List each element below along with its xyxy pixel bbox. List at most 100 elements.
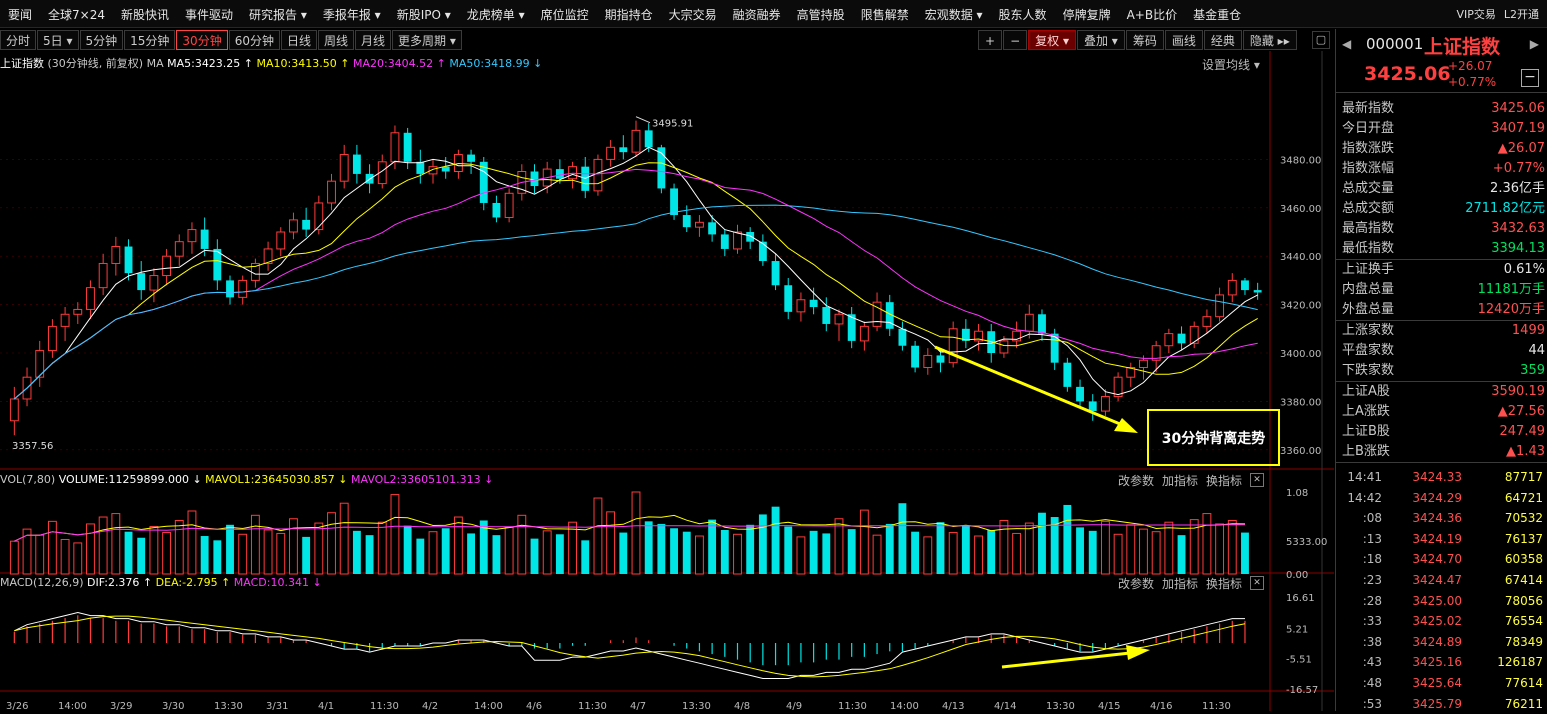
- tick-row: :23 3424.47 67414: [1336, 570, 1547, 591]
- toolbar-button[interactable]: −: [1003, 30, 1028, 50]
- tick-row: :33 3425.02 76554: [1336, 611, 1547, 632]
- time-tick-label: 3/29: [110, 701, 132, 711]
- nav-item[interactable]: 全球7×24: [48, 7, 105, 22]
- nav-item[interactable]: 研究报告 ▾: [249, 7, 307, 22]
- stat-label: 平盘家数: [1342, 343, 1395, 358]
- toolbar-button[interactable]: 筹码: [1125, 30, 1164, 50]
- nav-item[interactable]: 限售解禁: [860, 7, 909, 22]
- tick-row: :13 3424.19 76137: [1336, 529, 1547, 550]
- toolbar-button[interactable]: 画线: [1164, 30, 1203, 50]
- volume-bar: [1012, 532, 1022, 575]
- next-stock-icon[interactable]: ▶: [1529, 37, 1539, 51]
- candle-body: [416, 161, 425, 174]
- l2-open-link[interactable]: L2开通: [1503, 8, 1539, 21]
- vol-name: VOL(7,80): [0, 473, 56, 486]
- vol-actions: 改参数 加指标 换指标 ✕: [1118, 472, 1265, 489]
- indicator-action-button[interactable]: 改参数: [1118, 577, 1155, 591]
- period-button[interactable]: 分时: [0, 30, 37, 50]
- prev-stock-icon[interactable]: ◀: [1342, 37, 1352, 51]
- stat-value: 3432.63: [1491, 221, 1545, 236]
- volume-bar: [22, 528, 32, 575]
- macd-actions: 改参数 加指标 换指标 ✕: [1118, 575, 1265, 592]
- nav-item[interactable]: 龙虎榜单 ▾: [466, 7, 525, 22]
- period-button[interactable]: 5日 ▾: [37, 30, 79, 50]
- toolbar-button[interactable]: 复权 ▾: [1028, 30, 1076, 50]
- stat-label: 最新指数: [1342, 101, 1395, 116]
- nav-item[interactable]: 宏观数据 ▾: [924, 7, 983, 22]
- nav-item[interactable]: 要闻: [8, 7, 33, 22]
- toolbar-button[interactable]: 叠加 ▾: [1076, 30, 1125, 50]
- period-button[interactable]: 60分钟: [228, 30, 280, 50]
- time-tick-label: 4/2: [422, 701, 438, 711]
- candle-body: [847, 314, 856, 341]
- volume-bar: [670, 528, 678, 574]
- volume-bar: [327, 512, 336, 575]
- period-button[interactable]: 5分钟: [79, 30, 124, 50]
- candle-body: [238, 279, 248, 298]
- stat-value: 1499: [1511, 323, 1545, 338]
- candle-body: [174, 241, 184, 257]
- change-value: +26.07: [1448, 59, 1493, 73]
- tick-list[interactable]: 14:41 3424.33 87717 14:42 3424.29 64721:08 342…: [1336, 462, 1547, 714]
- time-tick-label: 11:30: [370, 701, 399, 711]
- volume-bar: [999, 519, 1009, 575]
- dif-line: [14, 611, 1245, 679]
- volume-bar: [644, 521, 653, 574]
- candle-body: [86, 287, 95, 310]
- indicator-action-button[interactable]: 换指标: [1206, 577, 1243, 591]
- volume-bar: [809, 530, 818, 574]
- indicator-action-button[interactable]: 加指标: [1162, 474, 1199, 488]
- close-icon[interactable]: ✕: [1250, 576, 1265, 590]
- candle-body: [339, 154, 349, 182]
- nav-item[interactable]: 期指持仓: [604, 7, 653, 22]
- period-button[interactable]: 30分钟: [176, 30, 228, 50]
- nav-item[interactable]: 融资融券: [732, 7, 781, 22]
- indicator-action-button[interactable]: 换指标: [1206, 474, 1243, 488]
- indicator-action-button[interactable]: 改参数: [1118, 474, 1155, 488]
- period-button[interactable]: 更多周期 ▾: [392, 30, 462, 50]
- volume-bar: [1024, 522, 1034, 575]
- toolbar-close-icon[interactable]: ▢: [1312, 31, 1330, 49]
- nav-item[interactable]: 停牌复牌: [1062, 7, 1111, 22]
- volume-bar: [137, 537, 146, 574]
- toolbar-button[interactable]: 经典: [1203, 30, 1242, 50]
- tick-volume: 76554: [1504, 614, 1543, 629]
- candle-body: [1024, 313, 1034, 332]
- period-button[interactable]: 月线: [355, 30, 392, 50]
- volume-bar: [1100, 520, 1110, 575]
- stat-value: ▲26.07: [1497, 141, 1545, 156]
- nav-item[interactable]: 大宗交易: [668, 7, 717, 22]
- vip-trade-link[interactable]: VIP交易: [1456, 8, 1496, 21]
- nav-item[interactable]: 事件驱动: [185, 7, 234, 22]
- nav-item[interactable]: 基金重仓: [1193, 7, 1242, 22]
- nav-item[interactable]: 股东人数: [998, 7, 1047, 22]
- nav-item[interactable]: 新股IPO ▾: [396, 7, 451, 22]
- close-icon[interactable]: ✕: [1250, 473, 1265, 487]
- collapse-icon[interactable]: −: [1521, 69, 1539, 87]
- period-button[interactable]: 周线: [318, 30, 355, 50]
- period-button[interactable]: 15分钟: [124, 30, 176, 50]
- nav-item[interactable]: 席位监控: [540, 7, 589, 22]
- volume-bar: [479, 520, 488, 574]
- kline-chart[interactable]: 3480.00 3460.00 3440.00 3420.00 3400.00 3380.…: [0, 29, 1334, 711]
- candle-body: [606, 146, 616, 160]
- ma-settings-button[interactable]: 设置均线 ▾: [1202, 58, 1260, 72]
- period-button[interactable]: 日线: [280, 30, 317, 50]
- nav-item[interactable]: A+B比价: [1126, 7, 1178, 22]
- candle-body: [149, 275, 159, 291]
- nav-item[interactable]: 新股快讯: [120, 7, 169, 22]
- stat-row: 总成交额 2711.82亿元: [1336, 199, 1547, 219]
- candle-body: [1012, 330, 1022, 342]
- volume-bar: [1151, 531, 1161, 575]
- toolbar-button[interactable]: 隐藏 ▸▸: [1242, 30, 1297, 50]
- up-arrow-icon: ↑: [217, 576, 234, 589]
- ma-legend: 上证指数 (30分钟线, 前复权) MA MA5:3423.25 ↑ MA10:…: [0, 56, 542, 72]
- high-label: 3495.91: [652, 119, 693, 130]
- nav-item[interactable]: 季报年报 ▾: [322, 7, 381, 22]
- up-arrow-icon: ↑: [433, 57, 450, 70]
- nav-item[interactable]: 高管持股: [796, 7, 845, 22]
- candle-body: [390, 132, 400, 163]
- candle-body: [1063, 362, 1072, 387]
- indicator-action-button[interactable]: 加指标: [1162, 577, 1199, 591]
- toolbar-button[interactable]: +: [978, 30, 1003, 50]
